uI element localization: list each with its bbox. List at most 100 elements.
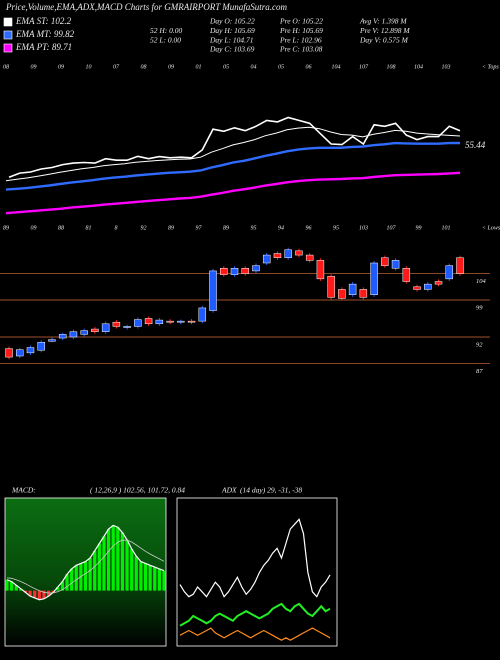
macd-bar — [111, 525, 115, 591]
lows-note: < Lows — [482, 225, 500, 231]
macd-bar — [162, 570, 166, 591]
candle-body — [91, 328, 99, 332]
extreme-label: 81 — [86, 225, 92, 231]
macd-bar — [97, 543, 101, 591]
y-tick-label: 92 — [476, 341, 483, 348]
info-text: Day C: 103.69 — [209, 45, 255, 54]
legend-swatch — [3, 17, 13, 27]
legend-label: EMA ST: 102.2 — [15, 16, 72, 26]
extreme-label: 10 — [86, 64, 92, 70]
macd-bar — [37, 590, 41, 600]
candle-body — [123, 326, 131, 328]
extreme-label: 09 — [58, 64, 64, 70]
extreme-label: 08 — [141, 64, 147, 70]
macd-bar — [42, 590, 46, 599]
extreme-label: 09 — [31, 64, 37, 70]
candle-body — [5, 348, 13, 358]
info-text: Day H: 105.69 — [209, 26, 255, 35]
candle-body — [134, 319, 142, 327]
macd-bar — [153, 567, 157, 591]
extreme-label: 06 — [306, 64, 312, 70]
candle-body — [370, 262, 378, 295]
extreme-label: 96 — [306, 225, 312, 231]
info-text: Day L: 104.71 — [209, 35, 254, 44]
candle-body — [424, 283, 432, 290]
macd-bar — [116, 527, 120, 591]
macd-bar — [56, 587, 60, 591]
candle-body — [37, 342, 45, 351]
macd-bar — [157, 568, 161, 591]
adx-line — [179, 627, 331, 641]
legend-swatch — [3, 30, 13, 40]
candle-body — [101, 323, 110, 332]
macd-bar — [5, 579, 9, 591]
candle-body — [69, 331, 78, 338]
macd-subtitle: ( 12,26,9 ) 102.56, 101.72, 0.84 — [90, 486, 185, 495]
candle-body — [187, 320, 196, 323]
candle-body — [359, 289, 368, 298]
macd-bar — [93, 550, 97, 591]
candle-body — [456, 257, 464, 274]
extreme-label: 89 — [168, 225, 174, 231]
macd-bar — [106, 529, 111, 591]
macd-bar — [14, 585, 18, 591]
macd-title: MACD: — [11, 486, 36, 495]
candle-body — [26, 347, 35, 354]
candle-body — [48, 339, 56, 342]
ema-line — [5, 171, 461, 215]
macd-bar — [79, 563, 83, 591]
price-line — [8, 116, 461, 179]
candle-body — [273, 253, 282, 258]
info-text: Pre V: 12.898 M — [359, 26, 410, 35]
info-text: 52 L: 0.00 — [150, 35, 181, 44]
macd-bar — [19, 588, 23, 591]
info-text: Day O: 105.22 — [209, 17, 255, 26]
candle-body — [284, 249, 292, 258]
y-tick-label: 87 — [476, 368, 483, 375]
extreme-label: 95 — [251, 225, 257, 231]
candle-body — [434, 281, 443, 285]
extreme-label: 107 — [387, 225, 397, 231]
candle-body — [209, 270, 217, 311]
candle-body — [305, 254, 314, 261]
adx-title: ADX — [221, 486, 237, 495]
extreme-label: 8 — [115, 225, 118, 231]
macd-bar — [139, 561, 143, 591]
extreme-label: 101 — [442, 225, 451, 231]
adx-subtitle: (14 day) 29, -31, -38 — [240, 486, 302, 495]
extreme-label: 104 — [414, 63, 423, 70]
extreme-label: 104 — [332, 63, 341, 70]
info-text: Pre H: 105.69 — [279, 26, 323, 35]
extreme-label: 107 — [359, 64, 369, 70]
legend-label: EMA MT: 99.82 — [15, 29, 75, 39]
info-text: Day V: 0.575 M — [359, 35, 409, 44]
legend-label: EMA PT: 89.71 — [15, 42, 72, 52]
extreme-label: 01 — [196, 64, 202, 70]
candle-body — [316, 260, 325, 280]
page-title: Price,Volume,EMA,ADX,MACD Charts for GMR… — [5, 2, 288, 12]
macd-bar — [28, 590, 32, 597]
extreme-label: 99 — [416, 225, 422, 231]
info-text: 52 H: 0.00 — [150, 26, 183, 35]
candle-body — [144, 318, 153, 325]
macd-line — [6, 539, 165, 594]
info-text: Pre C: 103.08 — [279, 45, 323, 54]
adx-line — [179, 602, 331, 627]
candle-body — [166, 320, 174, 323]
extreme-label: 89 — [223, 225, 229, 231]
adx-panel — [176, 497, 338, 647]
macd-bar — [65, 574, 69, 591]
macd-bar — [102, 536, 106, 591]
candle-body — [230, 268, 239, 275]
macd-bar — [33, 590, 37, 598]
extreme-label: 09 — [31, 225, 37, 231]
adx-line — [179, 518, 331, 598]
macd-bar — [148, 565, 152, 591]
candle-body — [155, 319, 164, 325]
macd-bar — [70, 568, 74, 591]
candle-body — [112, 321, 121, 327]
candle-body — [80, 330, 88, 335]
extreme-label: 05 — [223, 64, 229, 70]
candle-body — [252, 265, 260, 272]
